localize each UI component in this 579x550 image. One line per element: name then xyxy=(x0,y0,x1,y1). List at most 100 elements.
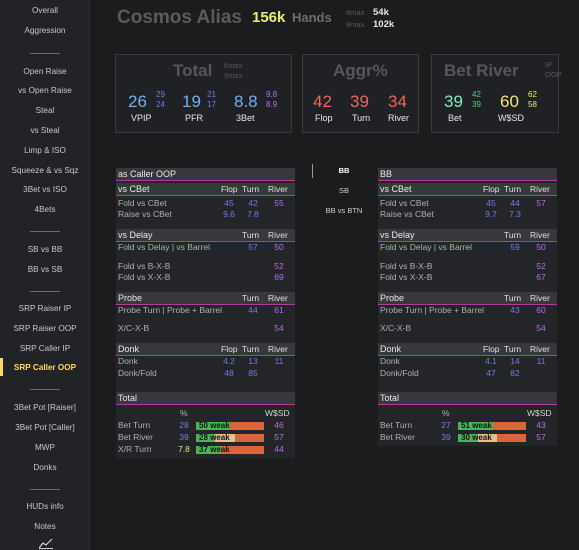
row-label: Fold vs CBet xyxy=(118,198,167,208)
col-flop: Flop xyxy=(483,184,500,194)
sidebar-item-limp-iso[interactable]: Limp & ISO xyxy=(24,146,66,155)
aggr-flop-value: 42 xyxy=(313,92,332,111)
sidebar-item-steal[interactable]: Steal xyxy=(35,106,55,115)
row-label: Fold vs Delay | vs Barrel xyxy=(118,242,210,252)
cell-value: 59 xyxy=(510,242,520,252)
right-table-title: BB xyxy=(378,168,557,181)
sidebar-item-srp-caller-oop[interactable]: SRP Caller OOP xyxy=(13,363,77,372)
col-river: River xyxy=(530,293,550,303)
sidebar-item-sb-vs-bb[interactable]: SB vs BB xyxy=(27,245,63,254)
sidebar-item-huds-info[interactable]: HUDs info xyxy=(26,502,64,511)
bet-ip: 42 xyxy=(472,90,481,99)
cell-value: 69 xyxy=(274,272,284,282)
sidebar-divider xyxy=(30,291,60,292)
weak-fill xyxy=(196,434,215,442)
weak-fill xyxy=(458,422,493,430)
position-sb[interactable]: SB xyxy=(338,186,349,195)
weak-fill xyxy=(196,446,221,454)
row-label: Fold vs B-X-B xyxy=(118,261,171,271)
total-box: Total 6max 9max 26 29 24 VPIP 19 21 17 P… xyxy=(115,54,292,133)
right-cbet-header: vs CBet Flop Turn River xyxy=(378,183,557,196)
left-cbet-header: vs CBet Flop Turn River xyxy=(116,183,295,196)
sidebar-divider xyxy=(30,231,60,232)
left-stats-table: as Caller OOP vs CBet Flop Turn River Fo… xyxy=(116,168,295,410)
cell-value: 45 xyxy=(486,198,496,208)
sidebar-item-3bet-pot-caller[interactable]: 3Bet Pot [Caller] xyxy=(15,423,75,432)
active-indicator xyxy=(0,358,3,376)
row-label: Fold vs Delay | vs Barrel xyxy=(380,242,472,252)
position-bb-vs-btn[interactable]: BB vs BTN xyxy=(325,206,363,215)
hands-label: Hands xyxy=(292,10,332,25)
col-river: River xyxy=(268,184,288,194)
chart-icon[interactable] xyxy=(39,539,53,549)
left-table-title-text: as Caller OOP xyxy=(118,169,177,179)
sixmax-value: 54k xyxy=(373,7,389,18)
pfr-9max: 17 xyxy=(207,100,216,109)
sidebar-divider xyxy=(30,53,60,54)
wsd-header: W$SD xyxy=(265,408,290,418)
cell-value: 44 xyxy=(510,198,520,208)
cell-value: 13 xyxy=(248,356,258,366)
col-turn: Turn xyxy=(504,344,522,354)
cell-value: 60 xyxy=(536,305,546,315)
sidebar-item-overall[interactable]: Overall xyxy=(32,6,58,15)
position-indicator xyxy=(312,164,313,178)
threebet-value: 8.8 xyxy=(234,92,258,111)
row-label: Raise vs CBet xyxy=(380,209,434,219)
col-turn: Turn xyxy=(504,230,522,240)
sidebar-item-srp-caller-ip[interactable]: SRP Caller IP xyxy=(19,344,71,353)
player-name: Cosmos Alias xyxy=(117,7,242,28)
aggr-flop-label: Flop xyxy=(315,113,333,123)
pct-header: % xyxy=(442,408,450,418)
right-probe-title: Probe xyxy=(380,293,405,303)
cell-value: 57 xyxy=(536,432,546,442)
position-bb[interactable]: BB xyxy=(338,166,350,175)
cell-value: 57 xyxy=(536,198,546,208)
cell-value: 11 xyxy=(274,356,284,366)
sidebar-item-vs-open-raise[interactable]: vs Open Raise xyxy=(18,86,72,95)
cell-value: 47 xyxy=(486,368,496,378)
vpip-label: VPIP xyxy=(131,113,152,123)
cell-value: 50 xyxy=(536,242,546,252)
row-label: Bet River xyxy=(380,432,415,442)
sidebar-item-bb-vs-sb[interactable]: BB vs SB xyxy=(27,265,63,274)
sixmax-label: 6max xyxy=(346,8,365,17)
pct-header: % xyxy=(180,408,188,418)
cell-value: 46 xyxy=(274,420,284,430)
sidebar-item-vs-steal[interactable]: vs Steal xyxy=(30,126,60,135)
cell-value: 42 xyxy=(248,198,258,208)
left-delay-header: vs Delay Turn River xyxy=(116,229,295,242)
cell-value: 43 xyxy=(510,305,520,315)
left-table-title: as Caller OOP xyxy=(116,168,295,181)
cell-value: 27 xyxy=(441,420,451,430)
cell-value: 44 xyxy=(274,444,284,454)
total-title: Total xyxy=(173,61,213,80)
wsd-value: 60 xyxy=(500,92,519,111)
row-label: Probe Turn | Probe + Barrel xyxy=(380,305,485,315)
sidebar-item-donks[interactable]: Donks xyxy=(33,463,57,472)
sidebar-item-aggression[interactable]: Aggression xyxy=(24,26,66,35)
cell-value: 14 xyxy=(510,356,520,366)
col-turn: Turn xyxy=(504,184,522,194)
aggr-river-label: River xyxy=(388,113,410,123)
sidebar-item-squeeze[interactable]: Squeeze & vs Sqz xyxy=(11,166,79,175)
cell-value: 45 xyxy=(224,198,234,208)
aggr-river-value: 34 xyxy=(388,92,407,111)
sidebar-item-open-raise[interactable]: Open Raise xyxy=(23,67,67,76)
sidebar-item-notes[interactable]: Notes xyxy=(34,522,56,531)
sidebar-item-srp-raiser-oop[interactable]: SRP Raiser OOP xyxy=(13,324,77,333)
bet-label: Bet xyxy=(448,113,462,123)
wsd-oop: 58 xyxy=(528,100,537,109)
wsd-label: W$SD xyxy=(498,113,525,123)
row-label: Donk/Fold xyxy=(380,368,419,378)
row-label: X/C-X-B xyxy=(380,323,412,333)
sidebar-item-4bets[interactable]: 4Bets xyxy=(34,205,56,214)
sidebar-item-3bet-vs-iso[interactable]: 3Bet vs ISO xyxy=(23,185,67,194)
sidebar-item-3bet-pot-raiser[interactable]: 3Bet Pot [Raiser] xyxy=(14,403,76,412)
cell-value: 43 xyxy=(536,420,546,430)
bar-label: 50 weak xyxy=(199,421,230,430)
sidebar-item-srp-raiser-ip[interactable]: SRP Raiser IP xyxy=(18,304,72,313)
sidebar-item-mwp[interactable]: MWP xyxy=(34,443,55,452)
row-label: Fold vs CBet xyxy=(380,198,429,208)
vpip-value: 26 xyxy=(128,92,147,111)
